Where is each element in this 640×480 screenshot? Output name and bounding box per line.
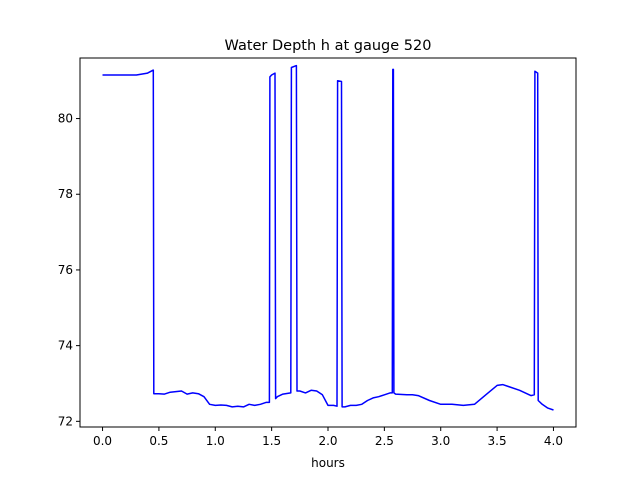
x-tick-label: 2.5: [375, 434, 394, 448]
x-tick-label: 3.0: [431, 434, 450, 448]
y-tick-label: 80: [58, 112, 73, 126]
x-axis-label: hours: [311, 456, 345, 470]
y-tick-label: 76: [58, 263, 73, 277]
plot-area: [102, 64, 554, 411]
x-tick-label: 1.5: [262, 434, 281, 448]
x-tick-label: 4.0: [544, 434, 563, 448]
y-tick-label: 74: [58, 339, 73, 353]
x-tick-label: 0.0: [93, 434, 112, 448]
y-tick-label: 78: [58, 187, 73, 201]
x-tick-label: 1.0: [206, 434, 225, 448]
x-tick-label: 2.0: [318, 434, 337, 448]
x-axis: 0.0 0.5 1.0 1.5 2.0 2.5 3.0 3.5 4.0: [93, 427, 563, 448]
y-tick-label: 72: [58, 414, 73, 428]
series-line-0: [102, 64, 554, 411]
x-tick-label: 0.5: [149, 434, 168, 448]
y-axis: 72 74 76 78 80: [58, 112, 80, 428]
x-tick-label: 3.5: [488, 434, 507, 448]
chart-title: Water Depth h at gauge 520: [225, 38, 432, 54]
